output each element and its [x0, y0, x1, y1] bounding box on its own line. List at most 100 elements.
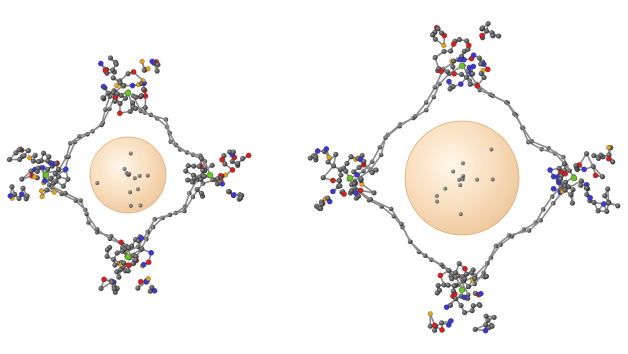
atom — [615, 203, 621, 209]
atom — [219, 157, 225, 163]
atom — [114, 83, 120, 89]
atom — [194, 186, 200, 193]
atom — [16, 147, 22, 153]
atom — [595, 208, 601, 214]
atom — [464, 74, 470, 80]
atom — [19, 176, 25, 182]
atom — [225, 189, 232, 195]
atom — [458, 212, 463, 217]
atom — [149, 58, 155, 65]
bond — [51, 169, 66, 179]
atom — [121, 260, 127, 266]
bond — [513, 113, 524, 129]
bond — [96, 228, 111, 240]
bond — [438, 73, 450, 85]
atom — [240, 155, 246, 162]
atom — [435, 26, 441, 32]
atom — [52, 171, 58, 177]
atom — [458, 183, 463, 188]
atom — [330, 177, 336, 184]
bond — [65, 192, 82, 202]
atom — [127, 108, 133, 114]
bond — [433, 83, 441, 98]
atom — [336, 178, 342, 184]
bond — [354, 169, 371, 182]
atom — [432, 36, 438, 42]
bond — [540, 202, 554, 221]
atom — [458, 71, 465, 77]
atom — [104, 247, 110, 253]
bond — [370, 198, 392, 210]
atom — [351, 181, 357, 187]
atom — [105, 90, 111, 96]
atom — [568, 192, 574, 198]
bond — [48, 184, 66, 194]
atom — [449, 276, 455, 282]
atom — [443, 186, 448, 191]
atom — [450, 41, 457, 47]
atom — [451, 58, 457, 64]
atom — [485, 21, 491, 27]
atom — [438, 68, 444, 75]
atom — [472, 326, 478, 332]
atom — [133, 257, 139, 263]
atom — [141, 86, 147, 92]
atom — [447, 86, 453, 92]
atom — [578, 178, 585, 184]
atom — [435, 282, 441, 289]
bond — [495, 234, 510, 247]
atom — [441, 48, 447, 54]
bond — [85, 213, 98, 230]
bond — [528, 219, 542, 232]
atom — [480, 25, 486, 31]
atom — [53, 178, 59, 184]
atom — [145, 259, 152, 265]
atom — [485, 317, 491, 323]
atom — [598, 152, 604, 158]
atom — [125, 71, 131, 77]
atom — [463, 271, 470, 277]
large-molecular-cage — [307, 21, 621, 334]
atom — [430, 32, 436, 38]
bond — [109, 238, 127, 247]
atom — [478, 61, 484, 67]
atom — [196, 163, 202, 169]
atom — [453, 270, 459, 276]
atom — [451, 283, 457, 289]
atom — [16, 195, 22, 202]
metal-center — [458, 286, 466, 294]
atom — [477, 302, 483, 308]
metal-center — [570, 174, 578, 182]
bond — [400, 223, 411, 242]
atom — [199, 190, 205, 196]
atom — [432, 54, 438, 61]
atom — [479, 32, 485, 39]
atom — [451, 169, 456, 174]
bond — [474, 262, 488, 277]
atom — [209, 162, 215, 168]
atom — [354, 172, 360, 178]
bond — [147, 218, 156, 233]
bond — [505, 101, 516, 115]
atom — [149, 284, 155, 290]
atom — [450, 64, 456, 70]
atom — [138, 235, 145, 241]
atom — [135, 187, 140, 192]
atom — [45, 158, 51, 164]
atom — [110, 75, 116, 81]
atom — [125, 262, 132, 268]
atom — [432, 327, 438, 333]
atom — [478, 71, 484, 77]
atom — [142, 105, 148, 111]
bond — [150, 114, 167, 121]
atom — [126, 245, 132, 251]
atom — [138, 93, 144, 99]
atom — [112, 262, 118, 268]
atom — [439, 320, 445, 326]
atom — [461, 173, 466, 178]
atom — [49, 160, 56, 167]
atom — [128, 203, 133, 208]
atom — [133, 94, 139, 100]
atom — [356, 164, 362, 170]
atom — [117, 110, 123, 116]
